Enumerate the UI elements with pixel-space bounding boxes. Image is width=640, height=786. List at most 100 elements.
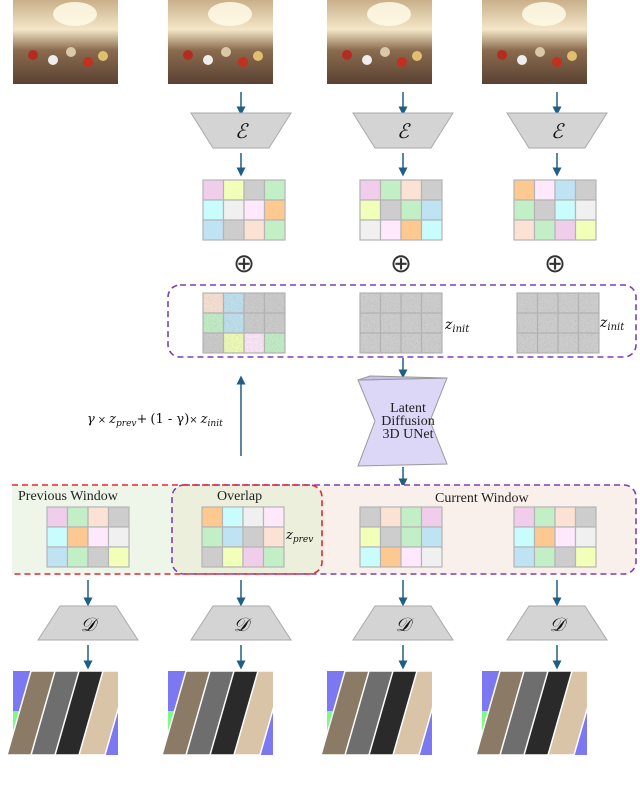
latent-cell: [400, 179, 423, 201]
latent-cell: [379, 199, 402, 221]
input-frame: [482, 0, 587, 84]
latent-cell: [243, 219, 266, 241]
latent-cell: [400, 546, 423, 568]
latent-cell: [46, 506, 69, 528]
window-latent-grid: [46, 506, 130, 568]
unet-label-1: Latent: [390, 401, 426, 416]
latent-cell: [202, 199, 225, 221]
decoder-symbol: 𝒟: [395, 614, 414, 636]
encoder-symbol: ℰ: [397, 119, 411, 143]
z-init-label: zinit: [444, 317, 470, 335]
latent-cell: [513, 179, 536, 201]
latent-cell: [513, 546, 536, 568]
decoder-block: 𝒟: [506, 605, 608, 641]
latent-cell: [262, 526, 285, 548]
latent-cell: [574, 546, 597, 568]
z-init-label: zinit: [599, 315, 625, 333]
latent-cell: [574, 199, 597, 221]
blend-formula: γ × zprev+ (1 - γ)× zinit: [87, 412, 223, 429]
previous-window-label: Previous Window: [18, 489, 119, 504]
decoder-block: 𝒟: [352, 605, 454, 641]
latent-cell: [420, 219, 443, 241]
encoder-block: ℰ: [506, 112, 608, 149]
latent-cell: [263, 179, 286, 201]
decoder-symbol: 𝒟: [549, 614, 568, 636]
latent-cell: [221, 526, 244, 548]
latent-cell: [420, 506, 443, 528]
unet-block: Latent Diffusion 3D UNet: [357, 375, 448, 467]
latent-cell: [379, 526, 402, 548]
latent-cell: [46, 546, 69, 568]
latent-cell: [66, 526, 89, 548]
encoder-block: ℰ: [352, 112, 454, 149]
latent-cell: [262, 506, 285, 528]
plus-icon: ⊕: [544, 249, 566, 278]
latent-cell: [359, 179, 382, 201]
current-window-label: Current Window: [435, 491, 530, 506]
latent-cell: [46, 526, 69, 548]
latent-cell: [242, 526, 265, 548]
noise-latent-grid: [516, 292, 600, 354]
output-render: [6, 670, 148, 756]
latent-cell: [107, 546, 130, 568]
window-latent-grid: [359, 506, 443, 568]
latent-cell: [222, 179, 245, 201]
window-latent-grid: [513, 506, 597, 568]
latent-cell: [554, 526, 577, 548]
decoder-block: 𝒟: [190, 605, 292, 641]
latent-cell: [513, 526, 536, 548]
latent-cell: [554, 506, 577, 528]
latent-cell: [420, 546, 443, 568]
plus-icon: ⊕: [233, 249, 255, 278]
latent-cell: [66, 506, 89, 528]
current-window-box: [171, 484, 637, 575]
latent-cell: [263, 219, 286, 241]
latent-cell: [201, 546, 224, 568]
latent-cell: [420, 199, 443, 221]
noisy-latent-grid: [202, 292, 286, 354]
latent-cell: [87, 506, 110, 528]
latent-cell: [533, 219, 556, 241]
latent-cell: [513, 199, 536, 221]
latent-cell: [379, 546, 402, 568]
latent-cell: [222, 219, 245, 241]
latent-grid: [202, 179, 286, 241]
output-render: [320, 670, 462, 756]
latent-cell: [554, 179, 577, 201]
input-frame: [13, 0, 118, 84]
latent-cell: [554, 199, 577, 221]
input-frame: [327, 0, 432, 84]
latent-cell: [359, 546, 382, 568]
latent-cell: [359, 506, 382, 528]
noise-latent-grid: [359, 292, 443, 354]
latent-cell: [574, 526, 597, 548]
latent-cell: [400, 199, 423, 221]
latent-cell: [66, 546, 89, 568]
decoder-symbol: 𝒟: [80, 614, 99, 636]
window-latent-grid: [201, 506, 285, 568]
noise-latents-box: [167, 284, 637, 358]
latent-cell: [533, 506, 556, 528]
decoder-block: 𝒟: [37, 605, 139, 641]
unet-label-2: Diffusion: [381, 414, 434, 429]
output-render: [161, 670, 303, 756]
latent-grid: [513, 179, 597, 241]
latent-cell: [202, 219, 225, 241]
z-prev-label: zprev: [285, 528, 313, 545]
latent-cell: [574, 219, 597, 241]
latent-cell: [222, 199, 245, 221]
encoder-symbol: ℰ: [235, 119, 249, 143]
input-frame: [168, 0, 273, 84]
latent-cell: [243, 199, 266, 221]
latent-cell: [533, 546, 556, 568]
unet-label-3: 3D UNet: [383, 427, 434, 442]
latent-cell: [513, 219, 536, 241]
output-render: [475, 670, 617, 756]
latent-cell: [107, 506, 130, 528]
latent-cell: [202, 179, 225, 201]
previous-window-box: [12, 484, 323, 575]
latent-cell: [574, 506, 597, 528]
latent-cell: [400, 526, 423, 548]
latent-cell: [533, 199, 556, 221]
